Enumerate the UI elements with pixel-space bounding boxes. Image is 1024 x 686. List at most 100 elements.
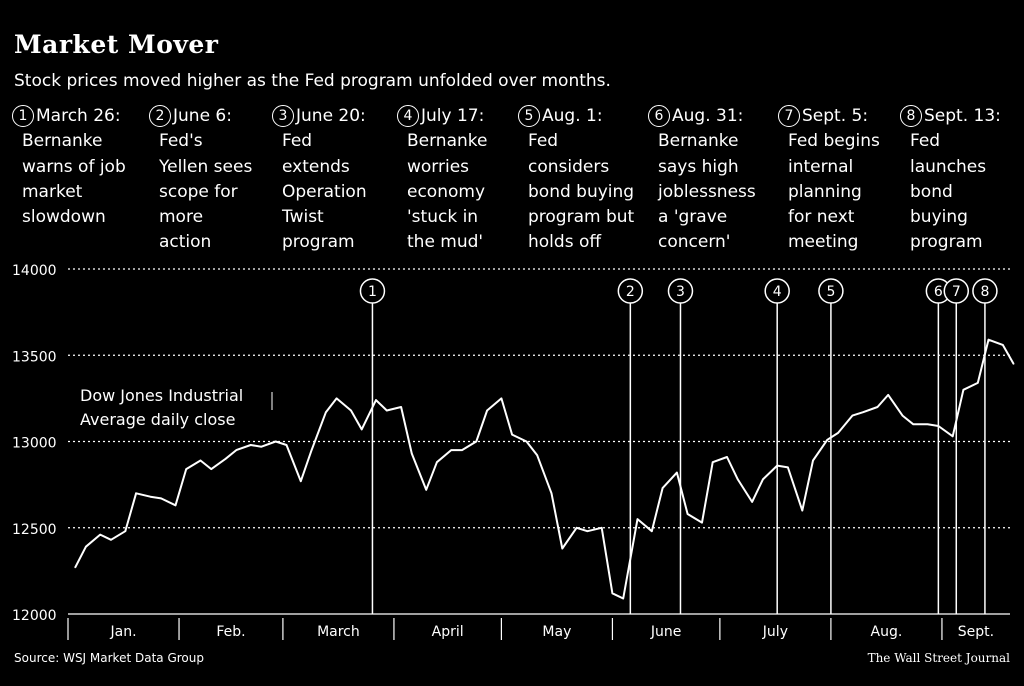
event-marker-label: 1 (368, 284, 377, 300)
event-date: March 26: (36, 106, 121, 126)
event-number-badge: 8 (900, 105, 922, 127)
event-marker-label: 6 (934, 284, 943, 300)
data-point (411, 452, 413, 455)
event-number-badge: 5 (518, 105, 540, 127)
month-label: Jan. (110, 624, 137, 640)
event-marker-label: 7 (952, 284, 961, 300)
event-number-badge: 7 (778, 105, 800, 127)
event-date: Aug. 31: (672, 106, 744, 126)
data-point (726, 456, 728, 458)
event-description: Bernanke warns of job market slowdown (22, 131, 126, 228)
data-point (210, 468, 213, 470)
event-marker-label: 5 (826, 284, 835, 300)
data-point (511, 433, 513, 436)
data-point (987, 338, 990, 341)
event-marker (617, 278, 644, 304)
data-point (274, 440, 277, 443)
event-number-badge: 2 (149, 105, 171, 127)
data-point (976, 382, 979, 384)
series-label: Average daily close (80, 410, 235, 429)
data-point (174, 504, 177, 507)
y-tick-label: 13500 (12, 349, 57, 365)
event-number-badge: 3 (272, 105, 294, 127)
event-number-badge: 1 (12, 105, 34, 127)
y-tick-label: 14000 (12, 263, 57, 279)
y-tick-label: 13000 (12, 436, 57, 452)
data-point (837, 432, 839, 434)
event-marker (943, 278, 970, 304)
data-point (310, 449, 313, 451)
month-label: July (762, 624, 788, 640)
data-point (74, 566, 76, 569)
month-label: Aug. (871, 624, 903, 640)
data-point (325, 411, 327, 413)
event-description: Fed begins internal planning for next me… (788, 131, 880, 253)
month-label: June (650, 624, 682, 640)
publisher-credit: The Wall Street Journal (867, 651, 1010, 665)
event-marker-label: 4 (773, 284, 782, 300)
data-point (711, 461, 714, 464)
data-point (135, 492, 137, 495)
data-point (335, 397, 338, 400)
data-point (676, 471, 678, 474)
y-tick-label: 12000 (12, 608, 57, 624)
event-description: Bernanke says high joblessness a 'grave … (658, 131, 756, 253)
event-6: 6 Aug. 31: Bernanke says high joblessness… (648, 104, 756, 256)
event-marker-label: 2 (626, 284, 635, 300)
data-point (887, 394, 890, 396)
source-note: Source: WSJ Market Data Group (14, 651, 204, 665)
dow-series-line (74, 338, 1015, 600)
data-point (826, 438, 829, 441)
month-label: April (432, 624, 464, 640)
data-point (561, 547, 564, 550)
data-point (1002, 344, 1004, 346)
data-point (622, 597, 624, 600)
event-date: June 20: (296, 106, 366, 126)
data-point (926, 423, 929, 426)
event-3: 3 June 20: Fed extends Operation Twist pr… (272, 104, 367, 256)
event-date: Aug. 1: (542, 106, 603, 126)
data-point (801, 509, 804, 512)
data-point (762, 478, 764, 481)
data-point (85, 545, 87, 548)
data-point (249, 444, 252, 446)
data-point (701, 521, 703, 524)
data-point (425, 489, 427, 491)
data-point (110, 539, 112, 541)
data-point (812, 459, 814, 462)
data-point (235, 449, 238, 451)
data-point (686, 513, 689, 515)
chart-title: Market Mover (14, 30, 219, 59)
event-marker (359, 278, 386, 304)
data-point (736, 478, 739, 481)
event-marker-label: 8 (980, 284, 989, 300)
data-point (185, 468, 187, 470)
data-point (500, 397, 503, 400)
data-point (385, 409, 388, 412)
month-label: May (542, 624, 571, 640)
event-date: Sept. 5: (802, 106, 869, 126)
chart-subtitle: Stock prices moved higher as the Fed pro… (14, 71, 611, 91)
event-1: 1 March 26: Bernanke warns of job market … (12, 104, 126, 230)
data-point (285, 444, 288, 446)
data-point (375, 399, 377, 401)
event-4: 4 July 17: Bernanke worries economy 'stuc… (397, 104, 487, 256)
event-number-badge: 4 (397, 105, 419, 127)
data-point (1012, 363, 1015, 365)
data-point (636, 518, 639, 520)
data-point (937, 425, 940, 427)
event-date: Sept. 13: (924, 106, 1001, 126)
month-label: Feb. (216, 624, 245, 640)
event-marker (818, 278, 844, 304)
event-5: 5 Aug. 1: Fed considers bond buying progr… (518, 104, 634, 256)
data-point (586, 530, 589, 532)
data-point (862, 411, 864, 413)
data-point (951, 435, 954, 438)
data-point (611, 592, 614, 595)
month-label: Sept. (958, 624, 994, 640)
event-marker (764, 278, 790, 304)
data-point (450, 449, 453, 451)
event-description: Fed considers bond buying program but ho… (528, 131, 635, 253)
data-point (661, 487, 664, 489)
